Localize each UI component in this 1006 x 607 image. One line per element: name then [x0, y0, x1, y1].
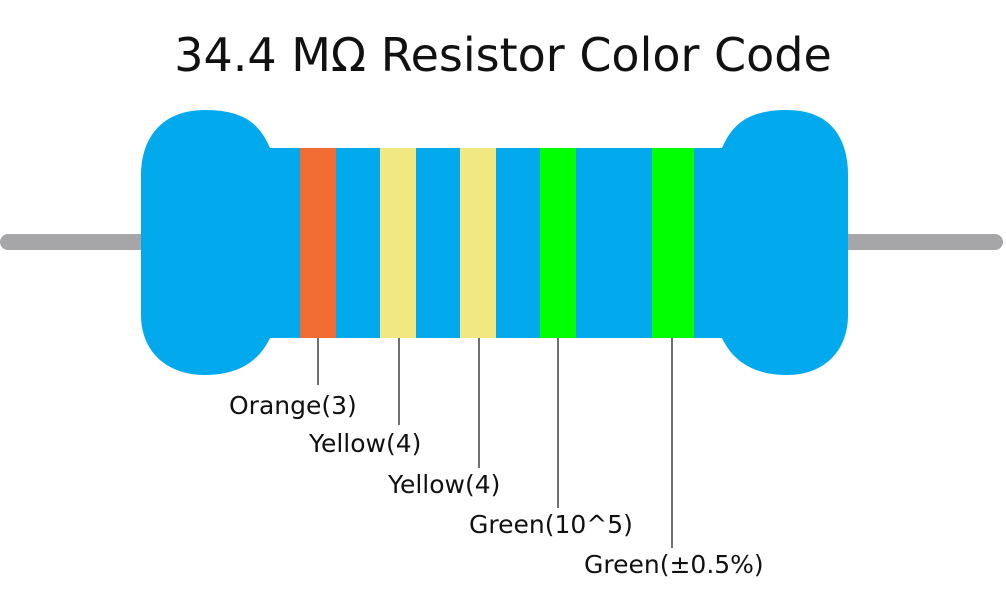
- color-band-2: [380, 148, 416, 338]
- color-band-3: [460, 148, 496, 338]
- right-end-cap: [722, 110, 848, 375]
- color-band-1: [300, 148, 336, 338]
- band-label-5: Green(±0.5%): [584, 550, 764, 579]
- band-label-1: Orange(3): [229, 391, 357, 420]
- diagram-title: 34.4 MΩ Resistor Color Code: [174, 28, 832, 82]
- color-band-5: [652, 148, 694, 338]
- left-end-cap: [141, 110, 270, 375]
- band-label-2: Yellow(4): [309, 429, 422, 458]
- band-label-3: Yellow(4): [388, 470, 501, 499]
- band-label-4: Green(10^5): [469, 510, 633, 539]
- color-band-4: [540, 148, 576, 338]
